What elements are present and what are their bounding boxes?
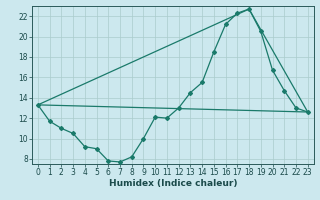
X-axis label: Humidex (Indice chaleur): Humidex (Indice chaleur) (108, 179, 237, 188)
